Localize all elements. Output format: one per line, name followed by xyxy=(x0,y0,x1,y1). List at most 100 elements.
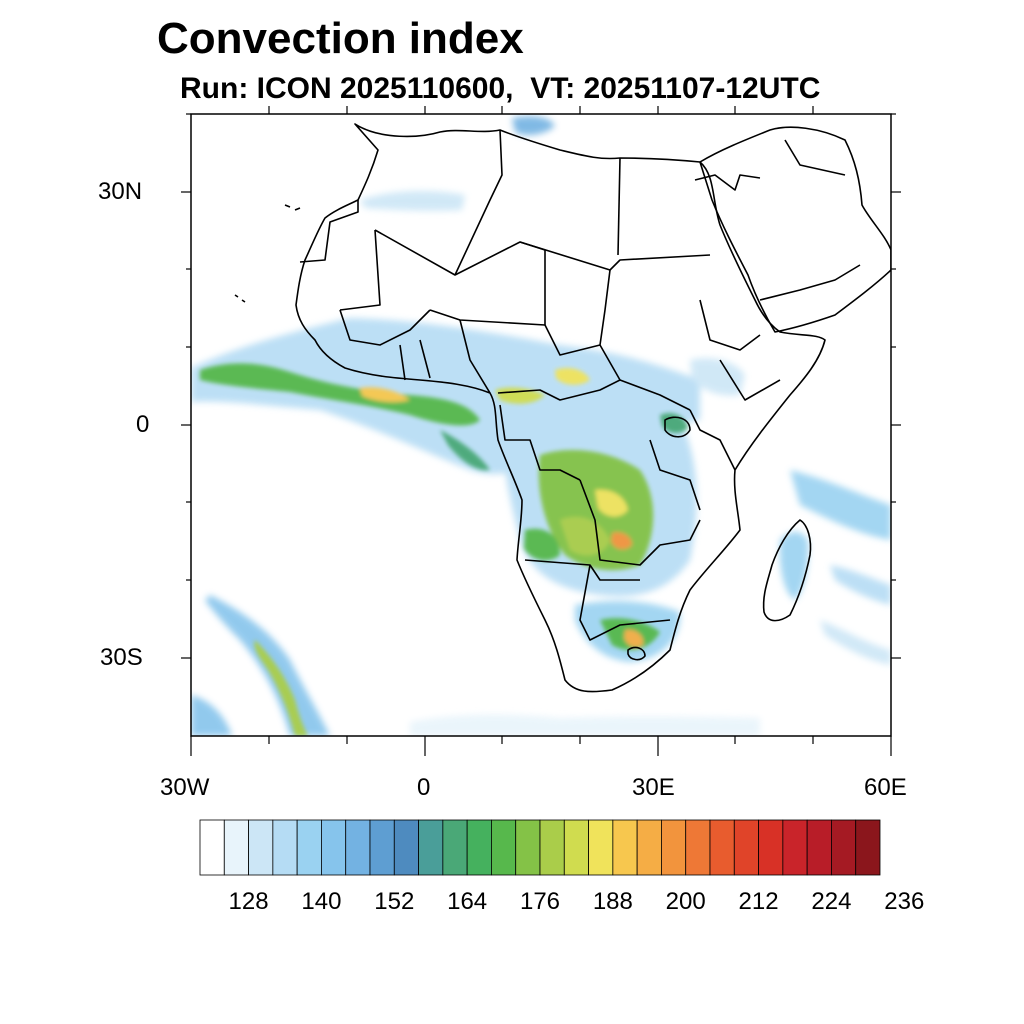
colorbar-swatch xyxy=(588,819,614,876)
border-7 xyxy=(599,269,621,381)
colorbar-swatch xyxy=(248,819,274,876)
colorbar-swatch xyxy=(636,819,662,876)
border-1 xyxy=(299,200,359,263)
border-21 xyxy=(719,359,781,401)
border-18 xyxy=(579,564,671,641)
colorbar-swatch xyxy=(855,819,881,876)
figure-title: Convection index xyxy=(157,14,524,63)
run-label: Run: ICON 2025110600, xyxy=(180,72,514,105)
border-10 xyxy=(339,309,431,346)
field-med xyxy=(512,116,555,136)
colorbar-swatch xyxy=(733,819,759,876)
colorbar-swatch xyxy=(223,819,249,876)
field-sa-orange xyxy=(624,629,644,648)
colorbar-label: 188 xyxy=(592,888,633,915)
colorbar-swatch xyxy=(709,819,735,876)
field-indian-band xyxy=(790,470,891,540)
border-6 xyxy=(617,157,621,256)
border-9 xyxy=(429,309,546,326)
colorbar-label: 224 xyxy=(811,888,852,915)
lat-label-0: 0 xyxy=(136,411,150,438)
colorbar-label: 164 xyxy=(447,888,488,915)
field-east-africa xyxy=(690,358,745,396)
colorbar-swatch xyxy=(418,819,444,876)
valid-time-label: VT: 20251107-12UTC xyxy=(530,72,821,105)
border-15 xyxy=(499,404,581,481)
arabia-coastline xyxy=(699,126,891,333)
colorbar-swatch xyxy=(491,819,517,876)
field-sahara-light xyxy=(360,190,465,211)
border-24 xyxy=(759,264,861,301)
field-indian-band-2 xyxy=(830,565,891,605)
field-cameroon-core xyxy=(555,368,590,385)
border-17 xyxy=(524,559,640,581)
colorbar-label: 128 xyxy=(228,888,269,915)
colorbar-swatch xyxy=(442,819,468,876)
convection-field xyxy=(191,116,891,736)
lake-victoria xyxy=(664,416,691,438)
field-atlantic-band-2 xyxy=(191,695,232,736)
lon-label-60e: 60E xyxy=(864,774,907,801)
border-19 xyxy=(689,409,736,471)
border-2 xyxy=(339,229,381,311)
lat-label-30s: 30S xyxy=(100,644,143,671)
border-4 xyxy=(519,241,711,271)
colorbar-swatch xyxy=(782,819,808,876)
colorbar-label: 140 xyxy=(301,888,342,915)
border-25 xyxy=(694,174,761,191)
border-11 xyxy=(419,339,431,379)
colorbar-swatch xyxy=(369,819,395,876)
field-itcz-core xyxy=(200,363,480,426)
madagascar-coastline xyxy=(762,519,812,622)
border-14 xyxy=(497,379,691,411)
colorbar-label: 152 xyxy=(374,888,415,915)
colorbar xyxy=(199,819,881,876)
border-22 xyxy=(649,439,701,511)
colorbar-swatch xyxy=(321,819,347,876)
colorbar-label: 212 xyxy=(738,888,779,915)
colorbar-swatch xyxy=(831,819,857,876)
field-itcz-yellow xyxy=(360,387,410,403)
colorbar-swatch xyxy=(345,819,371,876)
border-20 xyxy=(699,299,761,351)
border-13 xyxy=(459,319,491,394)
colorbar-swatch xyxy=(272,819,298,876)
colorbar-swatch xyxy=(199,819,225,876)
field-madagascar xyxy=(779,531,809,600)
border-8 xyxy=(544,324,601,356)
colorbar-swatch xyxy=(515,819,541,876)
border-23 xyxy=(784,139,846,176)
lon-label-30w: 30W xyxy=(160,774,210,801)
colorbar-label: 200 xyxy=(665,888,706,915)
coastlines-and-borders xyxy=(234,123,891,693)
colorbar-swatch xyxy=(466,819,492,876)
figure-subtitle: Run: ICON 2025110600, VT: 20251107-12UTC xyxy=(180,72,820,106)
lon-label-0: 0 xyxy=(417,774,431,801)
colorbar-swatch xyxy=(661,819,687,876)
field-atlantic-core xyxy=(254,640,308,736)
colorbar-swatch xyxy=(612,819,638,876)
border-5 xyxy=(454,129,503,276)
border-16 xyxy=(579,479,701,566)
field-guinea-coast xyxy=(440,430,490,471)
field-angola-core xyxy=(524,528,560,561)
lat-label-30n: 30N xyxy=(98,178,143,205)
lesotho xyxy=(627,646,646,661)
colorbar-swatch xyxy=(393,819,419,876)
field-south-ocean xyxy=(410,714,760,736)
field-orange-spot xyxy=(611,532,632,550)
colorbar-label: 176 xyxy=(519,888,561,915)
border-12 xyxy=(399,344,406,381)
colorbar-swatch xyxy=(296,819,322,876)
border-3 xyxy=(374,229,546,325)
colorbar-swatch xyxy=(539,819,565,876)
africa-coastline xyxy=(295,123,826,693)
capeverde xyxy=(234,294,246,303)
lon-label-30e: 30E xyxy=(632,774,675,801)
colorbar-swatch xyxy=(563,819,589,876)
colorbar-swatch xyxy=(806,819,832,876)
colorbar-swatch xyxy=(685,819,711,876)
colorbar-label: 236 xyxy=(884,888,925,915)
colorbar-swatch xyxy=(758,819,784,876)
canary-islands xyxy=(284,204,301,211)
